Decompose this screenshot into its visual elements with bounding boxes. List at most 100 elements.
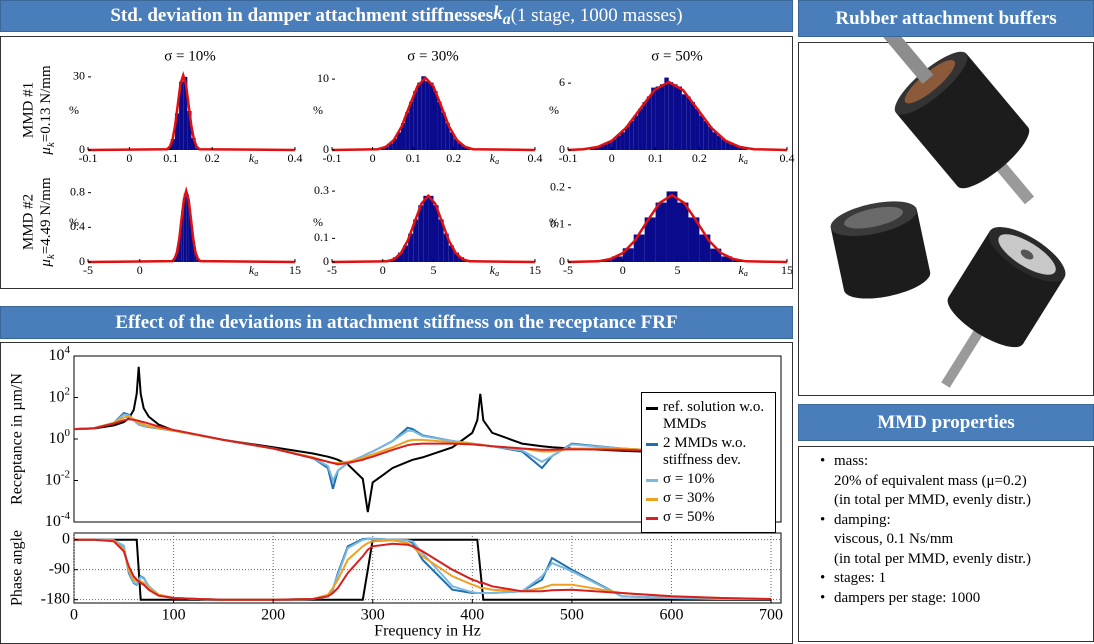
bar	[196, 259, 200, 262]
legend-entry: σ = 10%	[644, 471, 773, 488]
bar	[175, 250, 179, 262]
y-axis-label: %	[549, 103, 559, 117]
x-axis-label: ka	[739, 263, 748, 278]
bar	[668, 82, 674, 150]
x-axis-symbol: k	[249, 151, 255, 165]
x-tick-label: 0.4	[528, 151, 543, 165]
x-tick-label: -0.1	[79, 151, 98, 165]
bar	[624, 126, 630, 150]
bar	[409, 101, 414, 150]
bar	[651, 87, 656, 150]
x-tick-label: 0	[137, 263, 143, 277]
x-axis-label: Frequency in Hz	[374, 623, 481, 640]
bar	[449, 132, 454, 150]
x-tick-label: -5	[563, 263, 573, 277]
bar	[423, 195, 429, 262]
y-tick-label: 0.1	[550, 217, 565, 231]
series-line	[74, 538, 772, 601]
bar	[191, 138, 196, 150]
y-tick-label: 0	[559, 254, 565, 268]
header-text: Std. deviation in damper attachment stif…	[110, 5, 494, 26]
x-axis-label: ka	[490, 151, 499, 166]
bar	[633, 115, 639, 150]
symbol: k	[493, 3, 503, 25]
y-tick-label: 6	[559, 75, 565, 89]
y-axis-label: %	[313, 215, 323, 229]
bar	[429, 82, 434, 150]
bar	[438, 219, 444, 262]
bar	[725, 142, 731, 150]
y-tick-label: 0	[323, 254, 329, 268]
bar	[712, 132, 717, 150]
bar	[191, 236, 195, 262]
legend-entry: 2 MMDs w.o. stiffness dev.	[644, 435, 773, 469]
bar	[655, 202, 667, 262]
property-detail: 20% of equivalent mass (μ=0.2)	[834, 472, 1027, 489]
bar	[655, 86, 660, 150]
x-tick-label: 0	[70, 607, 78, 624]
y-axis-label: Receptance in µm/N	[9, 373, 26, 505]
y-tick-label: 30	[73, 69, 85, 83]
bar	[170, 139, 175, 150]
bar	[179, 81, 184, 150]
bar	[186, 194, 189, 262]
tick-exponent: 0	[65, 427, 71, 439]
tick-exponent: -2	[61, 468, 70, 480]
header-text: MMD properties	[877, 411, 1015, 433]
series-line	[74, 538, 771, 601]
row-label: MMD #2	[20, 194, 36, 250]
x-axis-symbol: k	[739, 151, 745, 165]
property-label: mass:	[834, 453, 869, 469]
x-axis-subscript: a	[744, 157, 748, 166]
y-tick-label: 10-4	[45, 510, 71, 530]
y-axis-label: %	[313, 103, 323, 117]
bar	[183, 193, 187, 262]
tick-base: 10	[45, 513, 61, 530]
y-axis-label: Phase angle	[9, 530, 26, 606]
fit-curve	[87, 70, 296, 152]
x-tick-label: -5	[327, 263, 337, 277]
bar	[638, 108, 643, 150]
y-tick-label: 0	[559, 142, 565, 156]
property: damping: viscous, 0.1 Ns/mm (in total per …	[820, 511, 1094, 570]
legend-label: σ = 50%	[663, 509, 715, 525]
x-tick-label: 0	[126, 151, 132, 165]
bar	[600, 260, 612, 262]
bar	[178, 234, 182, 262]
fit-curve	[87, 186, 296, 264]
bar	[453, 138, 458, 150]
legend-swatch	[646, 479, 658, 482]
x-axis-symbol: k	[249, 263, 255, 277]
fit-curve	[331, 75, 536, 152]
header-symbol: ka	[493, 3, 510, 29]
x-tick-label: 700	[759, 607, 783, 624]
fit-curve	[567, 193, 788, 264]
column-title: σ = 30%	[407, 48, 459, 64]
property-detail: (in total per MMD, evenly distr.)	[834, 492, 1032, 508]
y-tick-label: 0.4	[70, 219, 85, 233]
bar	[397, 252, 404, 262]
x-axis-subscript: a	[254, 157, 258, 166]
photo	[830, 27, 1066, 388]
x-tick-label: -0.1	[323, 151, 342, 165]
bar	[453, 252, 459, 262]
bar	[644, 217, 656, 262]
mu: μ	[38, 259, 54, 268]
x-tick-label: 400	[460, 607, 484, 624]
legend-entry: σ = 30%	[644, 490, 773, 507]
bar	[686, 96, 691, 150]
section-header: Effect of the deviations in attachment s…	[0, 306, 793, 339]
bar	[187, 111, 192, 150]
bar	[445, 123, 450, 150]
tick-exponent: 2	[65, 385, 71, 397]
bar	[603, 144, 608, 150]
bar	[384, 146, 389, 150]
bar	[716, 135, 722, 150]
bar	[629, 121, 634, 150]
column-title: σ = 50%	[651, 48, 703, 64]
x-tick-label: 600	[659, 607, 683, 624]
x-axis-subscript: a	[254, 269, 258, 278]
bar	[194, 251, 197, 262]
fit-curve	[567, 80, 788, 152]
bar	[418, 205, 424, 262]
